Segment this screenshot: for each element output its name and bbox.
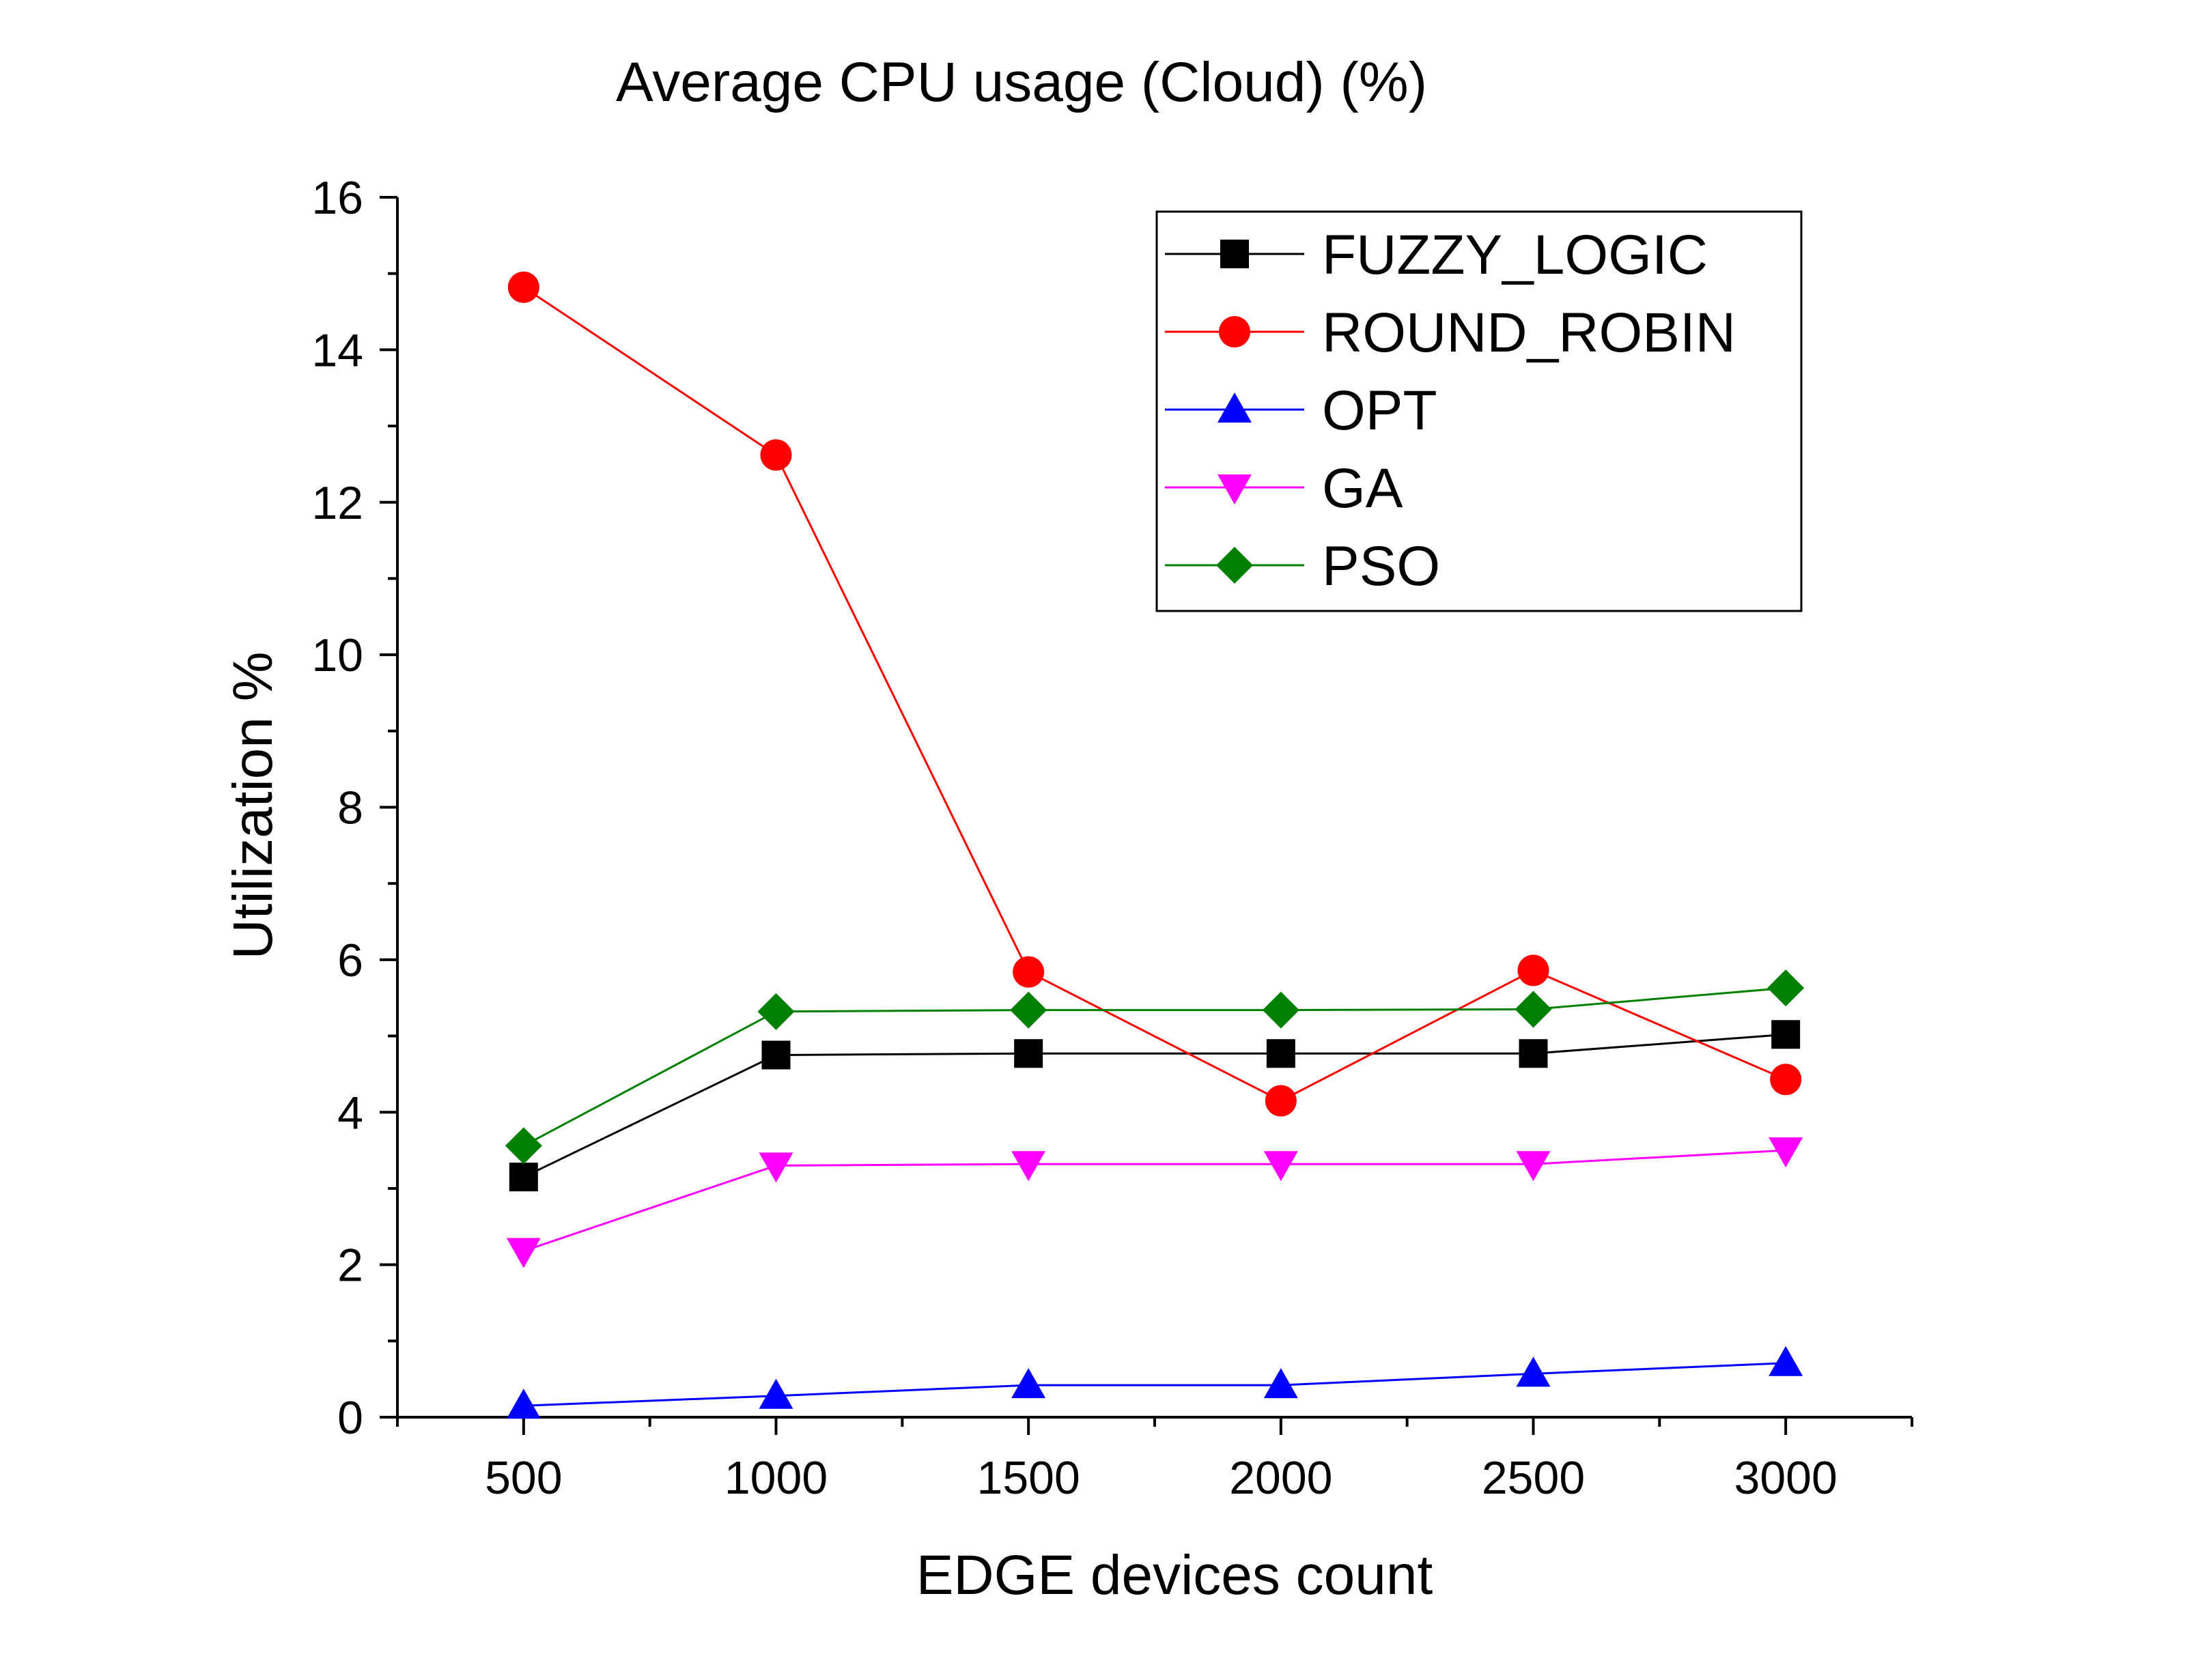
data-point-opt <box>759 1378 793 1409</box>
data-point-ga <box>1011 1151 1046 1182</box>
y-tick-label: 4 <box>337 1087 363 1139</box>
data-point-pso <box>1262 991 1299 1029</box>
data-point-round-robin <box>760 439 792 471</box>
y-tick-label: 12 <box>311 477 363 529</box>
y-tick-label: 8 <box>337 782 363 834</box>
data-point-round-robin <box>1770 1064 1802 1096</box>
chart-title: Average CPU usage (Cloud) (%) <box>616 51 1427 113</box>
legend-label-ga: GA <box>1322 457 1403 519</box>
data-point-pso <box>1767 969 1805 1007</box>
legend-marker-ga <box>1217 474 1252 504</box>
y-axis-label: Utilization % <box>222 651 284 959</box>
legend-label-pso: PSO <box>1322 535 1440 597</box>
data-point-opt <box>1769 1346 1803 1376</box>
data-point-ga <box>759 1152 793 1183</box>
data-point-pso <box>1515 991 1552 1028</box>
data-point-opt <box>1516 1356 1551 1387</box>
data-point-ga <box>1263 1151 1298 1182</box>
y-tick-label: 6 <box>337 935 363 986</box>
legend-label-round-robin: ROUND_ROBIN <box>1322 302 1736 364</box>
series-line-fuzzy-logic <box>523 1033 1786 1178</box>
x-tick-label: 1500 <box>977 1452 1080 1504</box>
legend-box <box>1155 210 1803 612</box>
data-point-fuzzy-logic <box>1771 1020 1801 1049</box>
data-point-fuzzy-logic <box>1014 1039 1043 1068</box>
y-tick-label: 10 <box>311 629 363 681</box>
data-point-pso <box>505 1127 542 1165</box>
data-point-round-robin <box>507 271 539 303</box>
data-point-pso <box>757 993 795 1030</box>
legend-label-fuzzy-logic: FUZZY_LOGIC <box>1322 224 1708 286</box>
data-point-round-robin <box>1517 954 1549 986</box>
x-tick-label: 1000 <box>724 1452 828 1504</box>
x-tick-label: 2500 <box>1482 1452 1585 1504</box>
x-tick-label: 2000 <box>1229 1452 1332 1504</box>
data-point-ga <box>1769 1137 1803 1168</box>
data-point-round-robin <box>1013 956 1045 988</box>
y-tick-label: 0 <box>337 1392 363 1444</box>
y-tick-label: 2 <box>337 1240 363 1292</box>
legend: FUZZY_LOGIC ROUND_ROBIN OPT GA PSO <box>1155 210 1803 612</box>
legend-label-opt: OPT <box>1322 380 1437 442</box>
legend-marker-pso <box>1216 547 1253 584</box>
y-tick-label: 16 <box>311 172 363 224</box>
series-line-round-robin <box>523 286 1786 1102</box>
data-point-round-robin <box>1265 1085 1297 1117</box>
series-line-ga <box>523 1149 1786 1252</box>
data-point-ga <box>506 1238 541 1268</box>
x-tick-label: 3000 <box>1734 1452 1838 1504</box>
legend-marker-fuzzy-logic <box>1220 240 1249 268</box>
data-point-ga <box>1516 1151 1551 1182</box>
data-point-fuzzy-logic <box>1266 1039 1295 1068</box>
data-point-pso <box>1010 991 1047 1029</box>
x-tick-label: 500 <box>485 1452 562 1504</box>
data-point-fuzzy-logic <box>509 1163 538 1192</box>
x-axis-label: EDGE devices count <box>916 1544 1433 1606</box>
legend-marker-round-robin <box>1219 316 1250 347</box>
data-point-fuzzy-logic <box>1519 1039 1548 1068</box>
series-line-opt <box>523 1362 1786 1407</box>
y-tick-label: 14 <box>311 324 363 376</box>
data-point-opt <box>506 1389 541 1419</box>
data-point-fuzzy-logic <box>761 1040 791 1070</box>
series-line-pso <box>523 986 1786 1147</box>
data-point-opt <box>1011 1368 1046 1399</box>
legend-marker-opt <box>1217 393 1252 423</box>
data-point-opt <box>1263 1368 1298 1399</box>
